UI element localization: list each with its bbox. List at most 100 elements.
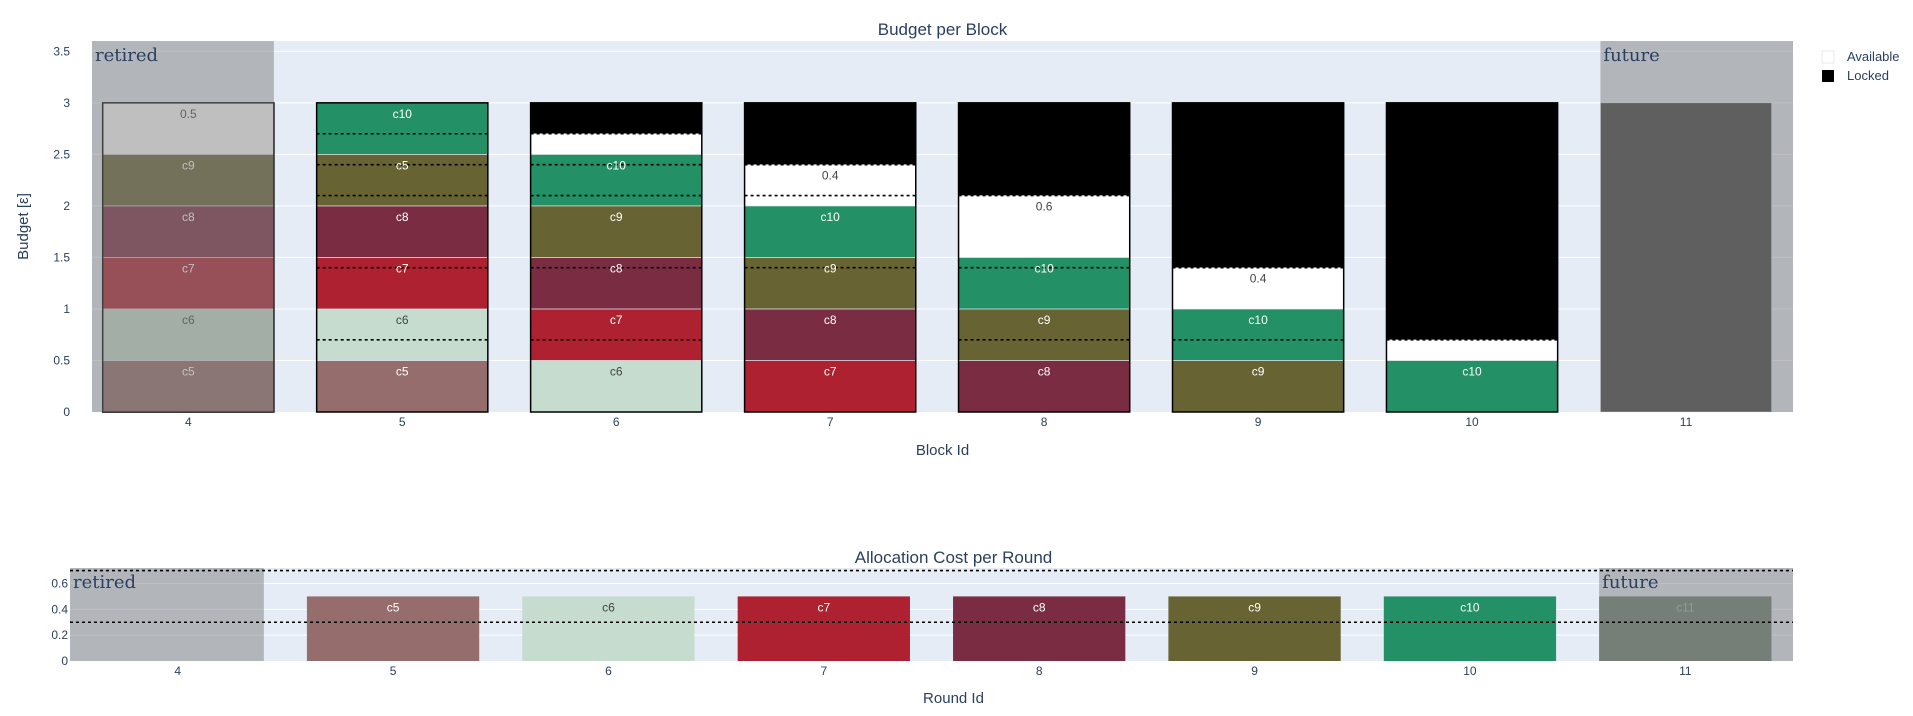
top-y-ticks: 0 0.5 1 1.5 2 2.5 3 3.5 <box>53 44 70 419</box>
bar-segment <box>958 308 1131 361</box>
bottom-dotted-lines <box>70 569 1793 624</box>
bottom-region-overlays <box>70 568 1793 661</box>
top-x-tick-label: 8 <box>1041 415 1048 429</box>
top-x-tick-label: 10 <box>1465 415 1479 429</box>
bar-segment <box>316 205 489 258</box>
bar-segment <box>1172 102 1344 269</box>
segment-label: c5 <box>396 364 409 378</box>
bar-segment <box>744 360 917 413</box>
bar-outline <box>529 102 703 413</box>
segment-label: c9 <box>610 210 623 224</box>
bottom-y-tick-label: 0.2 <box>51 628 68 642</box>
segment-label: c10 <box>820 210 840 224</box>
top-x-tick-label: 4 <box>185 415 192 429</box>
segment-label: c6 <box>610 364 623 378</box>
bar-segment <box>1172 267 1344 310</box>
top-x-ticks: 4 5 6 7 8 9 10 11 <box>185 415 1693 429</box>
top-x-tick-label: 7 <box>827 415 834 429</box>
legend[interactable]: Available Locked <box>1821 49 1900 83</box>
bar-segment <box>316 257 489 310</box>
segment-label: c10 <box>607 158 627 172</box>
bar-segment <box>530 133 703 155</box>
segment-label: c8 <box>1038 364 1051 378</box>
segment-label: c7 <box>396 261 409 275</box>
bar-segment <box>958 360 1131 413</box>
top-x-tick-label: 5 <box>399 415 406 429</box>
segment-label: 0.6 <box>1036 200 1053 214</box>
future-region <box>1600 41 1793 412</box>
legend-item-locked[interactable]: Locked <box>1822 68 1889 83</box>
bar-segment <box>744 102 917 165</box>
bottom-x-ticks: 4 5 6 7 8 9 10 11 <box>174 664 1692 678</box>
bottom-x-tick-label: 8 <box>1036 664 1043 678</box>
bar-segment <box>530 154 703 207</box>
segment-label: c9 <box>1038 313 1051 327</box>
top-retired-label: retired <box>95 45 158 66</box>
bar-segment <box>1386 339 1558 361</box>
legend-swatch-available <box>1821 50 1835 64</box>
bar-label: c5 <box>387 600 400 614</box>
bottom-y-ticks: 0 0.2 0.4 0.6 <box>51 577 68 669</box>
retired-region <box>70 568 264 661</box>
top-chart-budget-per-block: 0 0.5 1 1.5 2 2.5 3 3.5 4 5 6 7 8 9 10 11 c5 c6 c7 c8 c9 0.… <box>15 20 1793 459</box>
top-x-tick-label: 6 <box>613 415 620 429</box>
bar <box>1383 596 1557 661</box>
segment-label: c5 <box>396 158 409 172</box>
retired-region <box>92 41 274 412</box>
bar-segment <box>1172 308 1344 361</box>
segment-label: c8 <box>396 210 409 224</box>
bar <box>737 596 910 661</box>
top-y-axis-title: Budget [ε] <box>15 193 32 260</box>
bar-segment <box>530 102 703 135</box>
top-y-tick-label: 1.5 <box>53 250 70 264</box>
bar-label: c8 <box>1033 600 1046 614</box>
bar-outline <box>743 102 917 413</box>
bottom-chart-title: Allocation Cost per Round <box>855 548 1053 567</box>
bar-segment <box>958 257 1131 310</box>
segment-label: c10 <box>393 107 413 121</box>
bottom-x-tick-label: 11 <box>1679 664 1692 678</box>
bottom-y-tick-label: 0.6 <box>51 577 68 591</box>
segment-label: c10 <box>1248 313 1268 327</box>
bar-segment <box>316 154 489 207</box>
bar-label: c7 <box>817 600 830 614</box>
segment-label: c7 <box>824 364 837 378</box>
bar-segment <box>1386 360 1558 413</box>
bar-outline <box>1171 102 1345 413</box>
segment-label: c9 <box>824 261 837 275</box>
bar-segment <box>530 205 703 258</box>
bottom-y-tick-label: 0.4 <box>51 602 68 616</box>
top-dotted-lines <box>316 132 1558 341</box>
segment-label: c10 <box>1462 364 1482 378</box>
future-region <box>1599 568 1793 661</box>
bottom-x-tick-label: 6 <box>605 664 612 678</box>
segment-label: 0.4 <box>822 169 839 183</box>
top-y-tick-label: 0.5 <box>53 353 70 367</box>
bar-segment <box>958 102 1131 196</box>
segment-label: c7 <box>610 313 623 327</box>
bar <box>953 596 1126 661</box>
bar-segment <box>316 102 489 155</box>
bar-segment <box>744 257 917 310</box>
bottom-x-tick-label: 5 <box>390 664 397 678</box>
top-x-axis-title: Block Id <box>916 442 969 459</box>
bar-label: c6 <box>602 600 615 614</box>
top-y-tick-label: 2 <box>63 199 70 213</box>
top-chart-title: Budget per Block <box>878 20 1008 39</box>
bar-label: c10 <box>1460 600 1480 614</box>
top-x-tick-label: 11 <box>1680 415 1693 429</box>
bar <box>522 596 695 661</box>
top-region-overlays <box>92 41 1793 412</box>
legend-item-available[interactable]: Available <box>1821 49 1900 64</box>
bar-segment <box>1386 102 1558 341</box>
bar <box>1168 596 1341 661</box>
segment-label: c10 <box>1034 261 1054 275</box>
bar-segment <box>744 205 917 258</box>
bar <box>306 596 480 661</box>
top-y-tick-label: 0 <box>63 405 70 419</box>
top-y-tick-label: 2.5 <box>53 147 70 161</box>
top-y-tick-label: 3.5 <box>53 44 70 58</box>
bar-outline <box>1385 102 1559 413</box>
